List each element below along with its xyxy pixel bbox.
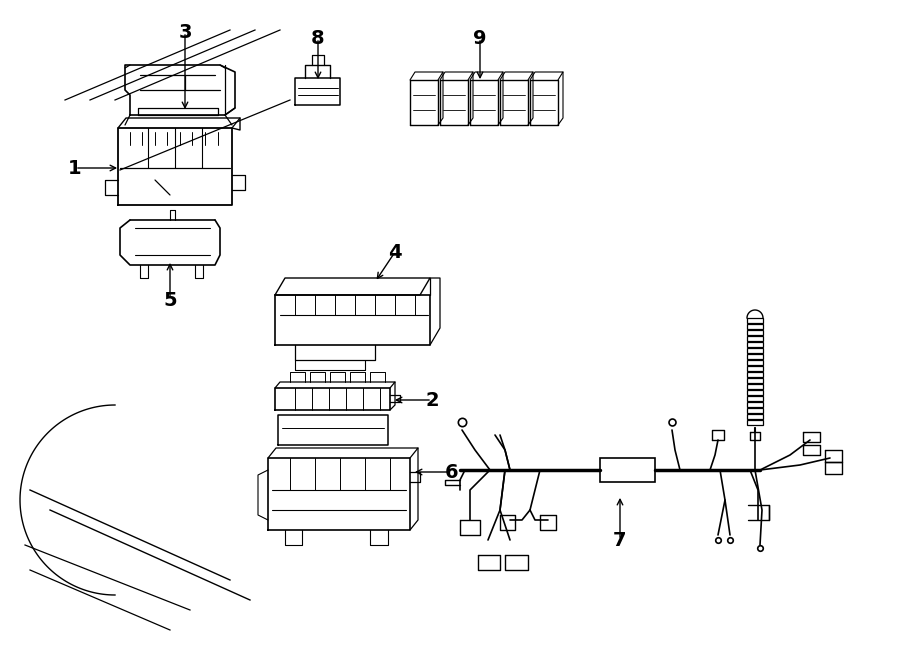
Text: 8: 8 xyxy=(311,28,325,48)
Bar xyxy=(600,458,655,482)
Text: 2: 2 xyxy=(425,391,439,410)
Bar xyxy=(747,354,763,359)
Bar xyxy=(747,372,763,377)
Bar xyxy=(747,390,763,395)
Text: 1: 1 xyxy=(68,159,82,178)
Bar xyxy=(747,360,763,365)
Text: 7: 7 xyxy=(613,531,626,549)
Text: 9: 9 xyxy=(473,28,487,48)
Bar xyxy=(747,378,763,383)
Text: 4: 4 xyxy=(388,243,401,262)
Text: 3: 3 xyxy=(178,22,192,42)
Bar xyxy=(747,336,763,341)
Bar xyxy=(747,414,763,419)
Bar xyxy=(747,318,763,323)
Bar xyxy=(747,330,763,335)
Text: 5: 5 xyxy=(163,290,176,309)
Text: 6: 6 xyxy=(446,463,459,481)
Bar xyxy=(747,324,763,329)
Bar xyxy=(747,402,763,407)
Bar xyxy=(747,420,763,425)
Bar xyxy=(747,384,763,389)
Bar xyxy=(747,396,763,401)
Bar xyxy=(747,366,763,371)
Bar xyxy=(747,342,763,347)
Bar xyxy=(747,348,763,353)
Bar xyxy=(747,408,763,413)
